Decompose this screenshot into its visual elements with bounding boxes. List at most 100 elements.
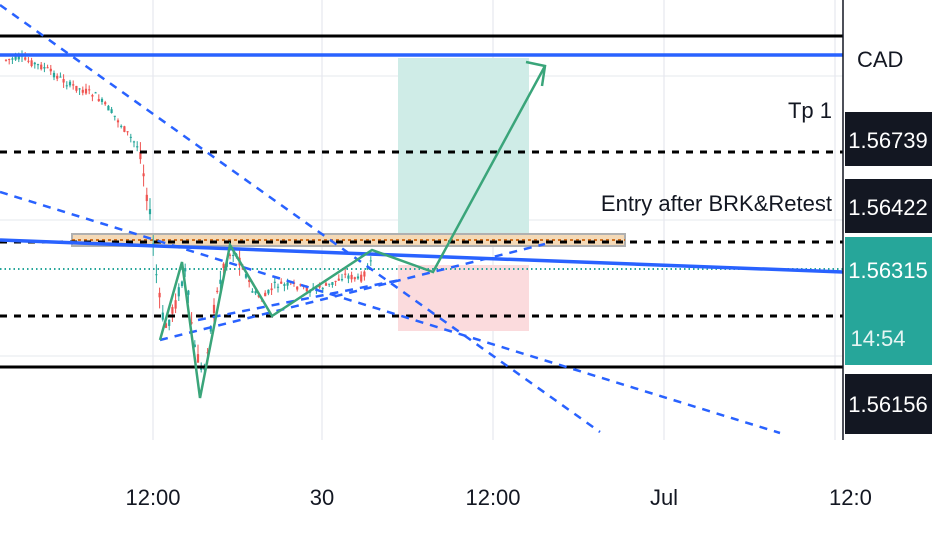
price-label-bg	[845, 179, 932, 233]
candle-body	[91, 95, 94, 97]
candle-body	[299, 284, 302, 286]
candle-body	[81, 89, 84, 93]
candle-body	[49, 68, 52, 72]
candle-body	[84, 88, 88, 94]
candle-body	[280, 281, 283, 284]
risk-reward-zones	[398, 58, 529, 331]
x-tick-label: 12:00	[465, 485, 520, 510]
candle-body	[36, 64, 40, 66]
candle-body	[97, 99, 100, 102]
candle-body	[324, 283, 328, 286]
candle-body	[116, 120, 120, 123]
candle-body	[155, 274, 158, 276]
dashed-trendline	[0, 3, 601, 434]
candle-body	[340, 279, 344, 281]
candle-body	[14, 55, 17, 60]
candle-body	[123, 126, 126, 132]
dashed-trendline	[0, 190, 781, 435]
candle-body	[286, 282, 289, 286]
candle-body	[8, 59, 11, 61]
candle-body	[222, 263, 225, 268]
candle-body	[350, 274, 353, 280]
candle-body	[30, 60, 33, 67]
candle-body	[94, 92, 97, 94]
price-label-bg	[845, 112, 932, 166]
candle-body	[331, 282, 334, 285]
instrument-label: CAD	[857, 47, 903, 72]
candlestick-series	[4, 50, 372, 377]
x-axis: 12:00 30 12:00 Jul 12:0	[125, 485, 871, 510]
candle-body	[46, 67, 49, 69]
candle-body	[33, 62, 36, 65]
stop-zone	[398, 265, 529, 331]
candle-body	[75, 85, 78, 91]
candle-body	[276, 286, 280, 288]
candle-body	[196, 354, 200, 363]
x-tick-label: 12:0	[829, 485, 872, 510]
candle-body	[177, 287, 180, 297]
candle-body	[228, 254, 232, 256]
candle-body	[11, 58, 14, 60]
candle-body	[347, 275, 350, 279]
candle-body	[168, 319, 171, 326]
candle-body	[321, 288, 324, 290]
candle-body	[129, 136, 132, 138]
x-tick-label: Jul	[650, 485, 678, 510]
candle-body	[164, 323, 168, 328]
candle-body	[52, 72, 56, 78]
x-tick-label: 30	[310, 485, 334, 510]
target-zone	[398, 58, 529, 242]
candle-body	[273, 281, 276, 283]
candle-body	[180, 281, 184, 287]
candle-body	[356, 276, 360, 279]
candle-body	[267, 289, 270, 294]
price-label: 1.56422	[848, 195, 928, 220]
price-label: 1.56156	[848, 392, 928, 417]
candle-body	[216, 290, 219, 292]
candle-body	[113, 115, 116, 117]
price-scale[interactable]: CAD 1.56739 1.56422 1.56315 14:54 1.5615…	[842, 0, 932, 440]
candle-body	[171, 307, 174, 314]
dashed-trendline	[159, 242, 546, 342]
candle-body	[139, 152, 142, 160]
candle-body	[56, 75, 59, 79]
candle-body	[132, 141, 136, 143]
candle-body	[363, 271, 366, 277]
candle-body	[328, 283, 331, 285]
tp1-annotation: Tp 1	[788, 98, 832, 123]
candle-body	[264, 292, 267, 297]
candle-body	[187, 290, 190, 295]
candle-body	[337, 278, 340, 281]
entry-annotation: Entry after BRK&Retest	[601, 191, 832, 216]
candle-body	[366, 267, 369, 270]
candle-body	[68, 81, 72, 86]
candle-body	[193, 344, 196, 348]
x-tick-label: 12:00	[125, 485, 180, 510]
current-price-label-bg	[845, 237, 932, 365]
candle-body	[62, 79, 65, 83]
chart-annotations: Tp 1 Entry after BRK&Retest	[601, 98, 832, 216]
projection-path	[158, 65, 547, 399]
candle-body	[59, 76, 62, 78]
price-label-bg	[845, 374, 932, 434]
candle-body	[65, 85, 68, 87]
candle-body	[209, 326, 212, 332]
candle-body	[232, 254, 235, 257]
candle-body	[219, 279, 222, 284]
candle-body	[145, 194, 148, 202]
candle-body	[24, 57, 27, 60]
candle-body	[43, 67, 46, 69]
candle-body	[353, 277, 356, 280]
candle-body	[40, 64, 43, 70]
candle-body	[136, 146, 139, 148]
candle-body	[212, 304, 216, 314]
current-price-label: 1.56315	[848, 258, 928, 283]
candle-body	[4, 59, 8, 61]
candle-body	[88, 89, 91, 91]
candle-body	[100, 98, 104, 102]
candle-body	[270, 288, 273, 291]
price-label: 1.56739	[848, 128, 928, 153]
candle-body	[158, 292, 161, 298]
candle-body	[251, 291, 254, 293]
